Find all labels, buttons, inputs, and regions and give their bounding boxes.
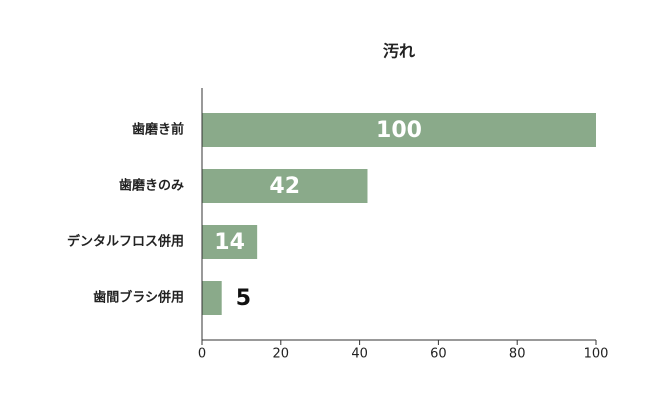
value-label: 5 bbox=[236, 286, 251, 311]
x-tick-label: 60 bbox=[430, 347, 447, 362]
y-tick-label: 歯間ブラシ併用 bbox=[93, 290, 184, 306]
bar bbox=[202, 113, 596, 147]
x-tick-label: 80 bbox=[509, 347, 526, 362]
x-tick-label: 40 bbox=[351, 347, 368, 362]
bar bbox=[202, 225, 258, 259]
bar bbox=[202, 169, 368, 203]
y-tick-label: デンタルフロス併用 bbox=[67, 234, 184, 250]
x-tick-label: 0 bbox=[198, 347, 206, 362]
x-tick-label: 20 bbox=[273, 347, 290, 362]
x-tick-label: 100 bbox=[584, 347, 609, 362]
value-label: 14 bbox=[214, 230, 245, 255]
y-tick-label: 歯磨きのみ bbox=[119, 178, 184, 194]
chart-title: 汚れ bbox=[383, 42, 415, 61]
value-label: 100 bbox=[376, 118, 422, 143]
y-tick-label: 歯磨き前 bbox=[132, 122, 184, 138]
value-label: 42 bbox=[269, 174, 300, 199]
bar bbox=[202, 281, 222, 315]
